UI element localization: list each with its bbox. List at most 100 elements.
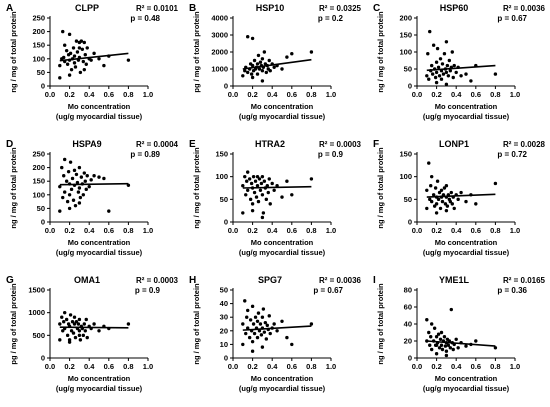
data-point bbox=[67, 32, 72, 37]
data-point bbox=[62, 190, 67, 194]
data-point bbox=[78, 338, 83, 342]
data-point bbox=[434, 352, 439, 356]
data-point bbox=[77, 333, 82, 338]
data-point bbox=[97, 329, 101, 333]
data-point bbox=[265, 323, 269, 328]
data-point bbox=[61, 29, 65, 34]
data-point bbox=[255, 174, 260, 179]
data-point bbox=[97, 175, 101, 179]
data-point bbox=[440, 347, 445, 352]
data-point bbox=[72, 315, 77, 319]
data-point bbox=[444, 184, 449, 188]
x-tick-label: 0.4 bbox=[267, 362, 278, 371]
panel-title: HTRA2 bbox=[255, 139, 285, 149]
y-tick-label: 20 bbox=[220, 326, 228, 335]
x-tick-label: 0.2 bbox=[64, 90, 74, 99]
p-value-label: p = 0.9 bbox=[318, 150, 344, 159]
x-tick-label: 0.6 bbox=[287, 362, 297, 371]
data-point bbox=[450, 202, 454, 206]
data-point bbox=[443, 202, 448, 206]
data-point bbox=[258, 60, 263, 64]
x-axis-label-units: (ug/g myocardial tissue) bbox=[239, 112, 326, 121]
data-point bbox=[268, 69, 272, 73]
data-point bbox=[260, 57, 265, 61]
data-point bbox=[71, 46, 76, 50]
data-point bbox=[262, 50, 267, 54]
data-point bbox=[454, 337, 458, 341]
data-point bbox=[84, 62, 88, 66]
data-point bbox=[255, 72, 260, 76]
data-point bbox=[425, 318, 429, 322]
data-point bbox=[264, 197, 269, 202]
y-tick-label: 0 bbox=[41, 82, 45, 91]
data-point bbox=[243, 299, 247, 303]
data-point bbox=[78, 70, 83, 75]
data-point bbox=[68, 160, 73, 164]
x-axis-label-units: (ug/g myocardial tissue) bbox=[56, 248, 143, 257]
data-point bbox=[459, 190, 463, 195]
data-point bbox=[448, 199, 453, 204]
x-tick-label: 0.4 bbox=[84, 226, 95, 235]
y-axis-label: pg / mg of total protein bbox=[9, 283, 18, 365]
data-point bbox=[260, 345, 265, 349]
panel-letter: F bbox=[373, 139, 379, 150]
data-point bbox=[437, 74, 442, 78]
y-tick-label: 250 bbox=[32, 14, 45, 23]
y-axis-label: ng / mg of total protein bbox=[376, 283, 385, 365]
data-point bbox=[254, 195, 259, 199]
y-tick-label: 10 bbox=[220, 340, 228, 349]
x-tick-label: 0.4 bbox=[451, 226, 462, 235]
x-tick-label: 0.2 bbox=[64, 362, 74, 371]
x-tick-label: 0.2 bbox=[431, 362, 441, 371]
data-point bbox=[243, 69, 247, 73]
data-point bbox=[439, 77, 444, 81]
data-point bbox=[246, 188, 250, 192]
y-tick-label: 100 bbox=[32, 54, 45, 63]
data-point bbox=[246, 70, 250, 75]
data-point bbox=[249, 72, 254, 76]
data-point bbox=[444, 349, 449, 353]
data-point bbox=[70, 320, 75, 324]
data-point bbox=[250, 63, 255, 68]
data-point bbox=[92, 51, 96, 56]
y-tick-label: 200 bbox=[32, 163, 45, 172]
data-point bbox=[260, 174, 265, 179]
data-point bbox=[493, 346, 498, 350]
data-point bbox=[60, 165, 64, 170]
data-point bbox=[438, 337, 443, 341]
data-point bbox=[250, 304, 255, 309]
x-tick-label: 0.8 bbox=[123, 362, 133, 371]
data-point bbox=[76, 322, 81, 326]
r-squared-label: R² = 0.0028 bbox=[503, 140, 546, 149]
data-point bbox=[74, 320, 79, 324]
data-point bbox=[80, 47, 85, 51]
data-point bbox=[259, 181, 264, 186]
data-point bbox=[272, 188, 276, 192]
x-tick-label: 0.0 bbox=[412, 90, 422, 99]
y-tick-label: 50 bbox=[37, 204, 45, 213]
y-axis-label: ng / mg of total protein bbox=[376, 11, 385, 93]
regression-line bbox=[59, 52, 129, 62]
x-axis-label: Mo concentration bbox=[68, 238, 131, 247]
x-tick-label: 0.4 bbox=[451, 362, 462, 371]
data-point bbox=[428, 29, 432, 34]
data-point bbox=[309, 177, 314, 181]
data-point bbox=[67, 340, 72, 344]
x-tick-label: 0.8 bbox=[123, 90, 133, 99]
x-tick-label: 0.6 bbox=[471, 362, 481, 371]
x-tick-label: 1.0 bbox=[143, 226, 153, 235]
y-tick-label: 150 bbox=[32, 177, 45, 186]
data-point bbox=[443, 344, 448, 348]
data-point bbox=[441, 72, 446, 76]
data-point bbox=[436, 65, 441, 70]
data-point bbox=[435, 179, 440, 183]
data-point bbox=[257, 67, 262, 71]
y-tick-label: 40 bbox=[220, 299, 228, 308]
data-point bbox=[92, 322, 96, 326]
data-point bbox=[272, 65, 276, 70]
regression-line bbox=[242, 185, 312, 189]
data-point bbox=[285, 179, 289, 183]
